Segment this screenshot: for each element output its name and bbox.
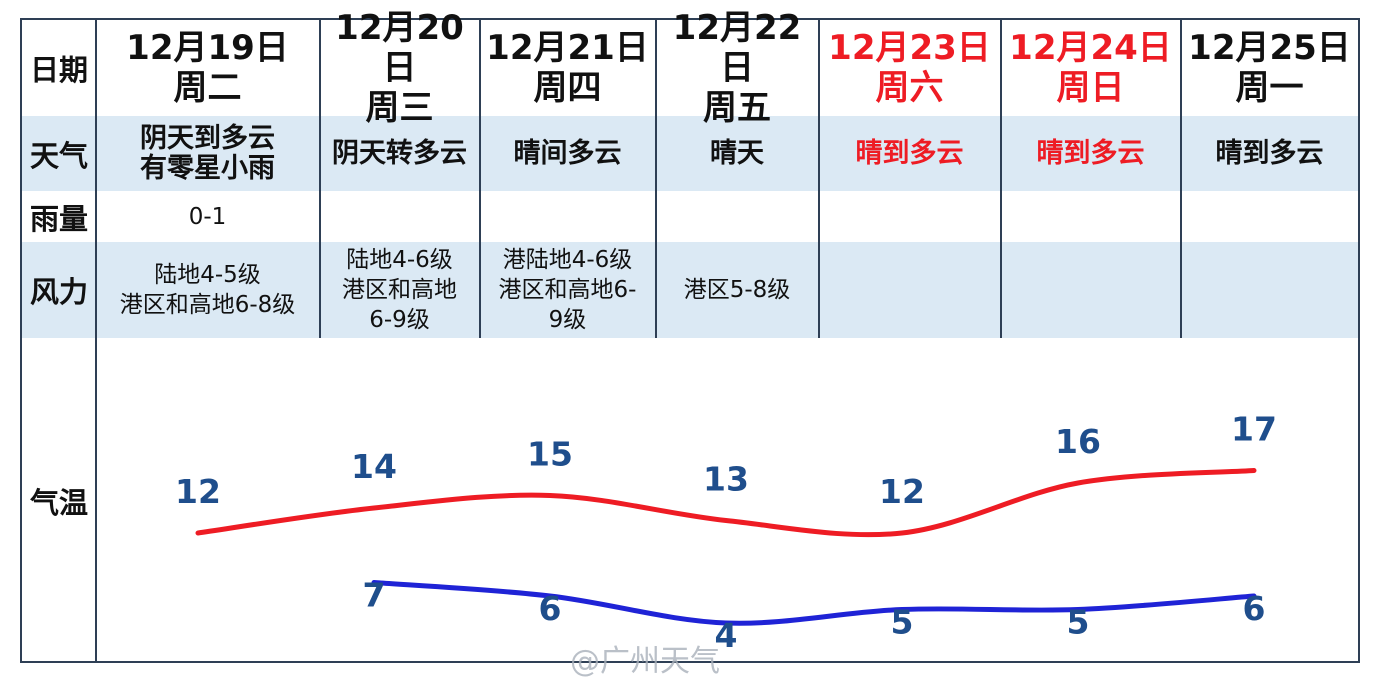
weather-text: 晴到多云: [1215, 137, 1324, 169]
weather-row-band: [22, 116, 1358, 191]
weekday-label: 周三: [365, 88, 434, 128]
weather-cell: 晴到多云: [1001, 116, 1180, 191]
low-temp-data-label: 5: [1067, 603, 1090, 642]
column-divider: [655, 20, 657, 338]
high-temp-data-label: 15: [527, 435, 573, 474]
weekday-label: 周一: [1235, 68, 1304, 108]
date-label: 12月21日: [486, 28, 649, 68]
rain-cell: 0-1: [96, 191, 319, 242]
wind-text: 港区5-8级: [683, 277, 791, 303]
high-temp-point: [1077, 482, 1079, 484]
weather-cell: 晴间多云: [480, 116, 655, 191]
date-cell: 12月19日 周二: [96, 20, 319, 116]
weekday-label: 周日: [1056, 68, 1125, 108]
high-temp-point: [901, 532, 903, 534]
wind-text: 陆地4-5级: [154, 262, 261, 288]
rain-value: 0-1: [188, 203, 227, 230]
low-temp-data-label: 6: [1243, 589, 1266, 628]
high-temp-point: [1253, 470, 1255, 471]
low-temp-data-label: 4: [715, 616, 738, 655]
date-label: 12月22日: [672, 8, 802, 88]
wind-text: 港陆地4-6级: [502, 247, 633, 273]
weekday-label: 周六: [875, 68, 944, 108]
column-divider: [1000, 20, 1002, 338]
low-temp-point: [1077, 609, 1079, 610]
column-divider: [818, 20, 820, 338]
date-label: 12月20日: [335, 8, 464, 88]
low-temp-line: [371, 580, 1257, 626]
date-label: 12月24日: [1009, 28, 1172, 68]
weather-cell: 晴到多云: [819, 116, 1000, 191]
column-divider: [1180, 20, 1182, 338]
column-divider: [319, 20, 321, 338]
row-label-rain: 雨量: [29, 201, 88, 236]
weather-text: 晴到多云: [855, 137, 964, 169]
date-cell: 12月22日 周五: [656, 8, 818, 128]
weather-cell: 阴天转多云: [320, 116, 479, 191]
date-label: 12月25日: [1188, 28, 1351, 68]
high-temp-data-label: 16: [1055, 422, 1101, 461]
low-temp-point: [549, 595, 551, 597]
date-cell: 12月24日 周日: [1001, 20, 1180, 116]
watermark: @广州天气: [570, 644, 720, 679]
date-label: 12月19日: [126, 28, 289, 68]
wind-text: 6-9级: [369, 307, 430, 333]
label-divider: [95, 20, 97, 661]
column-divider: [479, 20, 481, 338]
weather-text: 阴天到多云: [140, 122, 275, 154]
wind-text: 港区和高地6-: [498, 277, 637, 303]
row-label-temp: 气温: [29, 485, 88, 520]
date-cell: 12月21日 周四: [480, 20, 655, 116]
weekday-label: 周四: [533, 68, 602, 108]
low-temp-data-label: 6: [539, 589, 562, 628]
high-temp-data-label: 12: [175, 472, 221, 511]
low-temp-point: [725, 622, 727, 624]
high-temp-data-label: 12: [879, 472, 925, 511]
wind-text: 港区和高地6-8级: [119, 292, 296, 318]
weekday-label: 周二: [173, 68, 242, 108]
wind-text: 港区和高地: [342, 277, 457, 303]
high-temp-point: [197, 532, 199, 534]
weather-cell: 阴天到多云 有零星小雨: [96, 116, 319, 191]
row-label-weather: 天气: [29, 138, 88, 173]
wind-text: 陆地4-6级: [346, 247, 453, 273]
low-temp-point: [901, 609, 903, 610]
date-cell: 12月23日 周六: [819, 20, 1000, 116]
date-cell: 12月20日 周三: [320, 8, 479, 128]
low-temp-point: [1253, 595, 1255, 597]
high-temp-point: [549, 495, 551, 496]
wind-cell: 陆地4-5级港区和高地6-8级: [96, 242, 319, 338]
wind-text: 9级: [548, 307, 587, 333]
weather-text: 晴天: [710, 137, 764, 169]
wind-cell: 港陆地4-6级 港区和高地6- 9级: [480, 242, 655, 338]
row-label-wind: 风力: [29, 275, 88, 309]
row-label-date: 日期: [29, 53, 88, 87]
low-temp-point: [373, 582, 375, 583]
wind-cell: 港区5-8级: [656, 242, 818, 338]
weekday-label: 周五: [703, 88, 771, 128]
forecast-table: 日期 天气 雨量 风力 气温 12月19日 周二 阴天到多云 有零星小雨 0-1 陆地4-…: [20, 8, 1360, 663]
weather-text: 有零星小雨: [140, 152, 275, 184]
weather-cell: 晴天: [656, 116, 818, 191]
high-temp-data-label: 13: [703, 460, 749, 499]
high-temp-point: [373, 507, 375, 509]
high-temp-point: [725, 520, 727, 521]
date-cell: 12月25日 周一: [1181, 20, 1358, 116]
wind-row-band: [22, 242, 1358, 338]
weather-cell: 晴到多云: [1181, 116, 1358, 191]
low-temp-data-label: 5: [891, 603, 914, 642]
high-temp-data-label: 14: [351, 447, 397, 486]
weather-text: 晴间多云: [513, 137, 622, 169]
wind-cell: 陆地4-6级 港区和高地 6-9级: [320, 242, 479, 338]
weather-text: 晴到多云: [1036, 137, 1145, 169]
date-label: 12月23日: [828, 28, 991, 68]
low-temp-data-label: 7: [363, 576, 386, 615]
high-temp-data-label: 17: [1231, 410, 1277, 449]
weather-text: 阴天转多云: [332, 137, 467, 169]
